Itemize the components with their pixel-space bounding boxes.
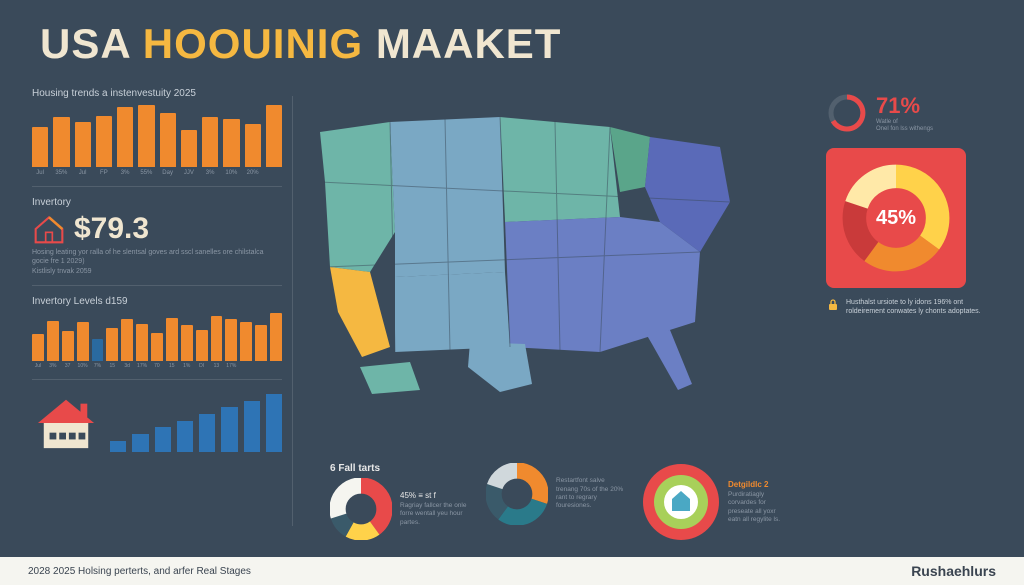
title-word-1: USA xyxy=(40,20,130,67)
house-large-icon xyxy=(32,394,100,452)
ramp-block xyxy=(32,394,282,452)
card2-text: Restartfont salve trenang 70s of the 20%… xyxy=(556,477,626,511)
card1-donut xyxy=(330,478,392,540)
title-word-2: HOOUINIG xyxy=(143,20,363,67)
footer-left: 2028 2025 Holsing perterts, and arfer Re… xyxy=(28,566,251,577)
title-word-3: MAAKET xyxy=(376,20,562,67)
card-2: Restartfont salve trenang 70s of the 20%… xyxy=(486,463,626,541)
footer-brand: Rushaehlurs xyxy=(911,563,996,579)
card1-title: 6 Fall tarts xyxy=(330,463,470,474)
bottom-row: 6 Fall tarts 45% ≡ st f Ragriay fallcer … xyxy=(330,463,782,541)
house-icon xyxy=(32,214,66,244)
footer: 2028 2025 Holsing perterts, and arfer Re… xyxy=(0,557,1024,585)
inventory-block: $79.3 xyxy=(32,214,282,244)
vertical-divider xyxy=(292,96,293,526)
divider xyxy=(32,285,282,286)
ramp-bars xyxy=(110,394,282,452)
chart2-x-labels: Jul3%3710%7%153d17%70151%DI1317% xyxy=(32,363,282,369)
card1-sub: 45% ≡ st f xyxy=(400,491,470,500)
left-column: Housing trends a instenvestuity 2025 Jul… xyxy=(32,88,282,452)
card3-badge xyxy=(642,463,720,541)
card2-donut xyxy=(486,463,548,525)
card1-text: Ragriay fallcer the onle forre wentall y… xyxy=(400,502,470,527)
usa-map xyxy=(300,92,760,402)
chart1-label: Housing trends a instenvestuity 2025 xyxy=(32,88,282,99)
divider xyxy=(32,379,282,380)
card3-title: Detgildlc 2 xyxy=(728,480,782,489)
card-3: Detgildlc 2 Purdiratiagly corvardes for … xyxy=(642,463,782,541)
inventory-label: Invertory xyxy=(32,197,282,208)
chart2-bars xyxy=(32,313,282,361)
chart1-bars xyxy=(32,105,282,167)
inventory-side-label: Kistlisly tnvak 2059 xyxy=(32,268,282,275)
card3-text: Purdiratiagly corvardes for preseate all… xyxy=(728,491,782,525)
lock-note-text: Husthalst ursiote to ly idons 196% ont r… xyxy=(846,298,996,316)
stat-71-value: 71% xyxy=(876,93,933,119)
lock-icon xyxy=(826,298,840,312)
page-title: USA HOOUINIG MAAKET xyxy=(40,20,561,68)
card-1: 6 Fall tarts 45% ≡ st f Ragriay fallcer … xyxy=(330,463,470,541)
donut-45-value: 45% xyxy=(876,207,916,230)
lock-note: Husthalst ursiote to ly idons 196% ont r… xyxy=(826,298,996,316)
arc-icon xyxy=(826,92,868,134)
inventory-stat: $79.3 xyxy=(74,214,149,244)
stat-71: 71% Watle ofOnel fon lss withengs xyxy=(826,92,996,134)
chart2-label: Invertory Levels d159 xyxy=(32,296,282,307)
donut-45-box: 45% xyxy=(826,148,966,288)
divider xyxy=(32,186,282,187)
inventory-desc: Hosing leating yor ralla of he slentsal … xyxy=(32,248,282,266)
right-column: 71% Watle ofOnel fon lss withengs 45% Hu… xyxy=(826,92,996,316)
chart1-x-labels: Jul35%JulFP3%55%DayJJV3%10%20% xyxy=(32,170,282,176)
